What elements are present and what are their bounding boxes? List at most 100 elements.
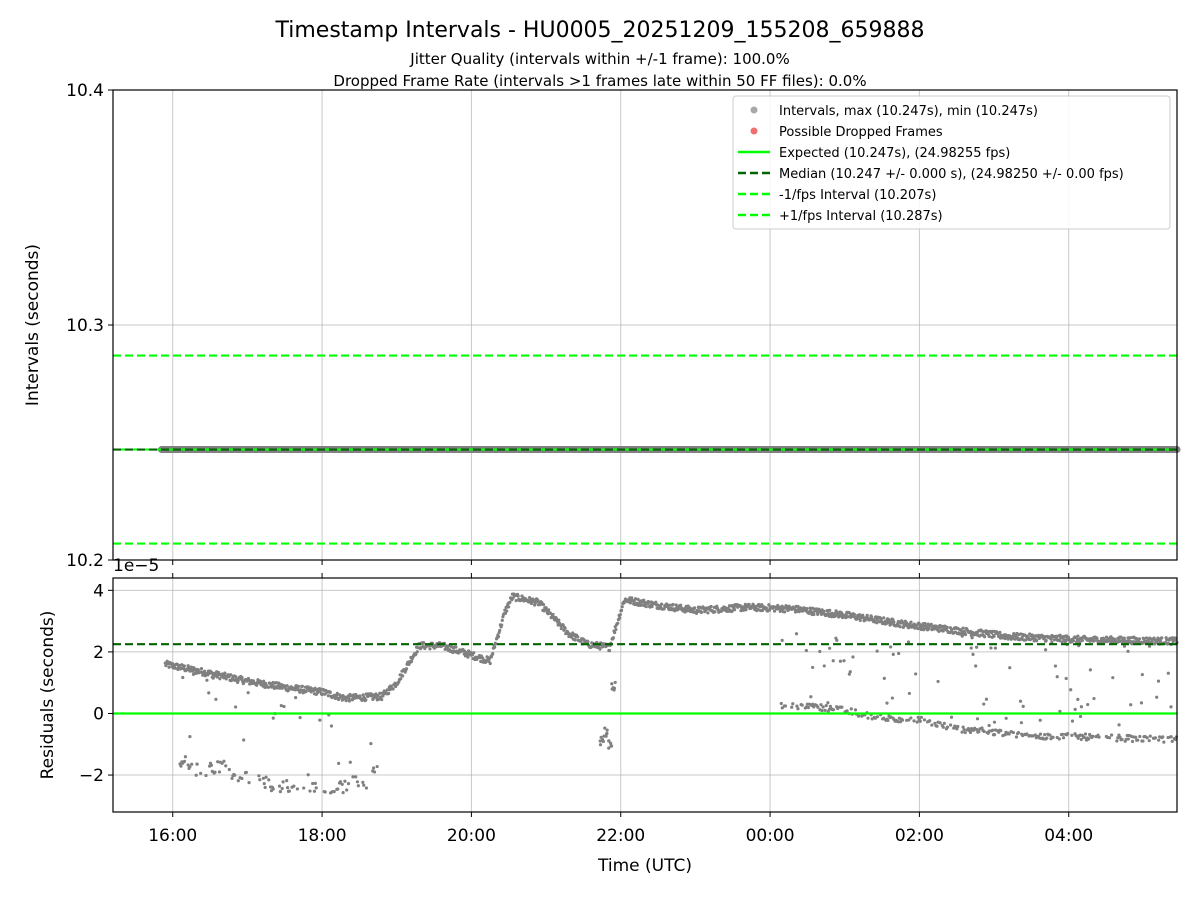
residual-point bbox=[285, 786, 290, 790]
residual-point bbox=[819, 703, 823, 707]
residual-point bbox=[598, 743, 603, 747]
residual-point bbox=[853, 708, 858, 712]
residual-point bbox=[743, 602, 747, 606]
residual-point bbox=[344, 699, 348, 703]
residual-point bbox=[240, 776, 244, 781]
residual-point bbox=[1049, 637, 1053, 641]
residual-point bbox=[312, 789, 317, 793]
residual-point bbox=[796, 707, 800, 711]
residual-point bbox=[969, 646, 973, 650]
residual-point bbox=[1045, 736, 1049, 740]
residual-point bbox=[255, 683, 259, 687]
residual-point bbox=[945, 725, 950, 729]
residual-point bbox=[378, 691, 382, 695]
residual-point bbox=[632, 599, 636, 603]
residual-point bbox=[982, 702, 986, 706]
residual-point bbox=[831, 659, 835, 663]
residual-point bbox=[842, 659, 846, 663]
residual-point bbox=[361, 693, 365, 697]
residual-point bbox=[1038, 732, 1043, 736]
residual-point bbox=[1161, 735, 1165, 739]
residual-point bbox=[1145, 736, 1149, 740]
residual-point bbox=[177, 663, 181, 668]
intervals-marks bbox=[113, 354, 1181, 545]
residual-point bbox=[974, 645, 979, 649]
legend-marker-dot bbox=[750, 106, 758, 114]
residual-point bbox=[913, 626, 918, 630]
residual-point bbox=[835, 638, 839, 642]
residual-point bbox=[937, 629, 941, 634]
residual-point bbox=[203, 669, 207, 673]
legend-marker-dot bbox=[750, 127, 758, 135]
residual-point bbox=[963, 730, 967, 735]
intervals-x-ticks bbox=[172, 560, 1070, 565]
legend-label: Intervals, max (10.247s), min (10.247s) bbox=[779, 104, 1038, 119]
residual-point bbox=[323, 790, 327, 794]
residual-point bbox=[211, 676, 215, 680]
residual-point bbox=[984, 697, 989, 701]
residual-point bbox=[1136, 738, 1140, 742]
residual-point bbox=[573, 638, 577, 642]
residual-point bbox=[304, 689, 308, 693]
residual-point bbox=[820, 709, 824, 713]
residual-point bbox=[760, 603, 764, 607]
residual-point bbox=[882, 616, 886, 620]
residual-point bbox=[1086, 702, 1090, 707]
residual-point bbox=[603, 726, 607, 730]
residual-point bbox=[633, 597, 638, 601]
jitter-quality-subtitle: Jitter Quality (intervals within +/-1 fr… bbox=[409, 50, 789, 68]
residual-point bbox=[302, 786, 306, 790]
residual-point bbox=[607, 746, 611, 750]
residual-point bbox=[975, 717, 980, 721]
residual-point bbox=[1060, 640, 1064, 644]
residual-point bbox=[1073, 707, 1077, 711]
residuals-x-tick-label: 22:00 bbox=[596, 826, 645, 846]
residual-point bbox=[347, 696, 351, 701]
residual-point bbox=[960, 634, 964, 638]
residual-point bbox=[496, 635, 501, 639]
residual-point bbox=[233, 773, 237, 777]
residual-point bbox=[598, 739, 602, 743]
residual-point bbox=[181, 675, 185, 680]
residual-point bbox=[351, 775, 355, 779]
residual-point bbox=[1069, 688, 1073, 692]
residual-point bbox=[514, 599, 518, 603]
residual-point bbox=[179, 764, 183, 768]
residual-point bbox=[772, 609, 777, 613]
residual-point bbox=[935, 724, 939, 728]
residual-point bbox=[1156, 679, 1161, 683]
legend-box bbox=[732, 95, 1171, 230]
residual-point bbox=[205, 678, 209, 682]
residual-point bbox=[907, 691, 911, 696]
residual-point bbox=[942, 721, 946, 725]
residual-point bbox=[618, 613, 622, 617]
residual-point bbox=[196, 668, 200, 672]
residual-point bbox=[724, 606, 728, 610]
residual-point bbox=[354, 775, 358, 779]
dropped-frame-subtitle: Dropped Frame Rate (intervals >1 frames … bbox=[333, 72, 866, 90]
residual-point bbox=[891, 652, 895, 656]
residual-point bbox=[541, 602, 546, 607]
residual-point bbox=[258, 679, 263, 683]
residual-point bbox=[1169, 705, 1173, 709]
residual-point bbox=[940, 624, 944, 628]
residual-point bbox=[488, 661, 492, 666]
residual-point bbox=[380, 697, 384, 702]
residual-point bbox=[369, 742, 373, 746]
residual-point bbox=[364, 698, 368, 702]
residual-point bbox=[267, 685, 271, 689]
residual-point bbox=[812, 612, 816, 617]
residual-point bbox=[1011, 730, 1015, 735]
residual-point bbox=[916, 715, 920, 720]
residual-point bbox=[315, 691, 320, 695]
residual-point bbox=[1064, 676, 1068, 681]
residual-point bbox=[600, 645, 605, 649]
residual-point bbox=[945, 625, 949, 629]
residual-point bbox=[930, 723, 934, 727]
residual-point bbox=[190, 762, 194, 766]
residual-point bbox=[185, 668, 189, 672]
residual-point bbox=[1126, 737, 1130, 741]
residual-point bbox=[907, 718, 911, 722]
residual-point bbox=[790, 705, 794, 709]
